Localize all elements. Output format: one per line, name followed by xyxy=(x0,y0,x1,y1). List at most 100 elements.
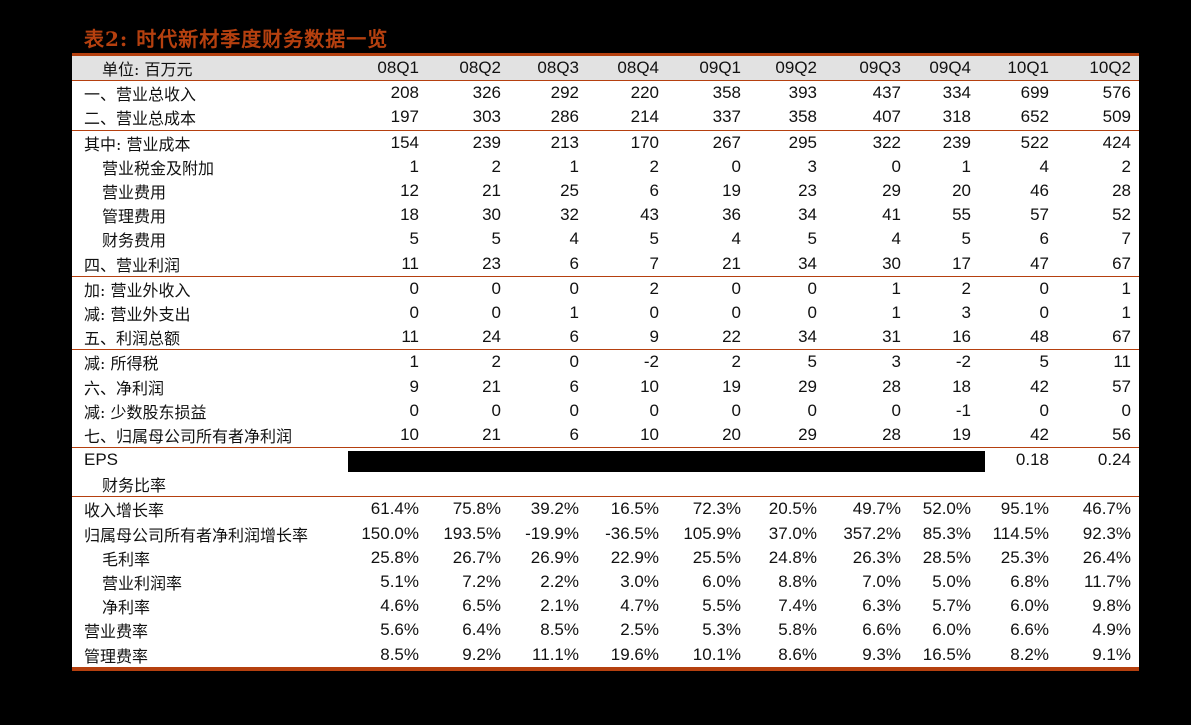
table-cell: 32 xyxy=(560,205,579,225)
table-cell: 19.6% xyxy=(610,644,659,664)
table-cell: 21 xyxy=(722,253,741,273)
table-row: 六、净利润 9 21 6 10 19 29 28 18 42 57 xyxy=(72,374,1139,398)
table-cell: 6.0% xyxy=(932,620,971,640)
table-cell: 239 xyxy=(427,129,509,155)
table-cell: 4 xyxy=(569,229,579,249)
table-cell: 29 xyxy=(798,424,817,444)
table-cell: 46.7% xyxy=(1057,496,1139,522)
table-cell: 0 xyxy=(509,275,587,301)
ratio-section-row: 财务比率 xyxy=(72,472,1139,497)
table-cell: 0 xyxy=(1039,302,1049,322)
row-label: 营业费率 xyxy=(84,622,149,642)
column-header: 09Q4 xyxy=(909,56,979,82)
table-cell: 17 xyxy=(952,253,971,273)
table-cell: 0 xyxy=(649,400,659,420)
income-statement-body: 一、营业总收入 208 326 292 220 358 393 437 334 699 576 二、营… xyxy=(72,81,1139,448)
table-cell: 25.3% xyxy=(1000,547,1049,567)
row-label: 营业利润率 xyxy=(102,574,183,594)
table-cell: 5.0% xyxy=(932,572,971,592)
table-cell: 5 xyxy=(961,229,971,249)
table-cell: 0 xyxy=(1121,400,1131,420)
table-cell: 42 xyxy=(1030,376,1049,396)
table-cell: 16.5% xyxy=(922,644,971,664)
table-cell: -2 xyxy=(587,349,667,375)
table-cell: 424 xyxy=(1057,129,1139,155)
table-row: 五、利润总额 11 24 6 9 22 34 31 16 48 67 xyxy=(72,325,1139,350)
table-cell: 303 xyxy=(472,107,501,127)
table-cell: 6.6% xyxy=(1010,620,1049,640)
table-cell: 0 xyxy=(731,302,741,322)
table-cell: 393 xyxy=(788,83,817,103)
table-cell: 154 xyxy=(348,129,427,155)
eps-label: EPS xyxy=(72,447,348,473)
table-row: 四、营业利润 11 23 6 7 21 34 30 17 47 67 xyxy=(72,252,1139,277)
table-cell: 7.4% xyxy=(778,596,817,616)
table-cell: 19 xyxy=(952,424,971,444)
table-cell: 9.8% xyxy=(1092,596,1131,616)
table-cell: 26.4% xyxy=(1082,547,1131,567)
table-cell: 10.1% xyxy=(692,644,741,664)
header-row: 单位: 百万元 08Q1 08Q2 08Q3 08Q4 09Q1 09Q2 09… xyxy=(72,56,1139,82)
table-cell: 43 xyxy=(640,205,659,225)
table-cell: 292 xyxy=(550,83,579,103)
table-cell: 25.5% xyxy=(692,547,741,567)
table-cell: 75.8% xyxy=(427,496,509,522)
table-cell: 0 xyxy=(427,275,509,301)
table-cell: 29 xyxy=(882,181,901,201)
column-header: 08Q2 xyxy=(427,56,509,82)
empty-cell xyxy=(348,472,1139,497)
table-cell: 0 xyxy=(731,156,741,176)
ratio-body: 收入增长率 61.4% 75.8% 39.2% 16.5% 72.3% 20.5% 49.7%… xyxy=(72,496,1139,667)
table-cell: 5 xyxy=(491,229,501,249)
table-cell: 19 xyxy=(722,376,741,396)
table-cell: 5.7% xyxy=(932,596,971,616)
table-cell: 24 xyxy=(482,327,501,347)
table-cell: 0 xyxy=(891,400,901,420)
table-cell: 437 xyxy=(872,83,901,103)
row-label: 财务费用 xyxy=(102,231,167,251)
row-label: 管理费用 xyxy=(102,207,167,227)
row-label: 归属母公司所有者净利润增长率 xyxy=(84,525,309,545)
row-label: 七、归属母公司所有者净利润 xyxy=(84,426,293,446)
table-cell: 23 xyxy=(798,181,817,201)
table-cell: 334 xyxy=(942,83,971,103)
table-cell: 6 xyxy=(569,424,579,444)
table-cell: 16 xyxy=(952,327,971,347)
table-cell: 10 xyxy=(640,376,659,396)
table-cell: 11.1% xyxy=(532,644,579,664)
row-label: 五、利润总额 xyxy=(84,329,181,349)
table-cell: 6.0% xyxy=(702,572,741,592)
table-cell: -19.9% xyxy=(525,523,579,543)
table-row: 其中: 营业成本 154 239 213 170 267 295 322 239 522 424 xyxy=(72,129,1139,155)
row-label: 营业费用 xyxy=(102,183,167,203)
table-cell: 31 xyxy=(882,327,901,347)
table-row: 营业费用 12 21 25 6 19 23 29 20 46 28 xyxy=(72,179,1139,203)
table-cell: 30 xyxy=(482,205,501,225)
table-cell: 1 xyxy=(348,349,427,375)
eps-row: EPS 0.18 0.24 xyxy=(72,447,1139,473)
row-label: 四、营业利润 xyxy=(84,255,181,275)
table-cell: 4.9% xyxy=(1092,620,1131,640)
row-label: 六、净利润 xyxy=(84,378,165,398)
row-label: 毛利率 xyxy=(102,549,151,569)
row-label: 管理费率 xyxy=(84,646,149,666)
table-cell: 522 xyxy=(979,129,1057,155)
table-cell: 10 xyxy=(400,424,419,444)
table-cell: 699 xyxy=(1020,83,1049,103)
table-cell: 11.7% xyxy=(1084,572,1131,592)
table-cell: 0 xyxy=(667,275,749,301)
table-cell: 28.5% xyxy=(922,547,971,567)
table-cell: 5.1% xyxy=(380,572,419,592)
table-cell: 21 xyxy=(482,376,501,396)
table-cell: 150.0% xyxy=(361,523,419,543)
table-cell: 23 xyxy=(482,253,501,273)
table-cell: 8.2% xyxy=(1010,644,1049,664)
row-label: 减: 少数股东损益 xyxy=(84,402,207,422)
table-cell: 2 xyxy=(909,275,979,301)
ratio-section-label: 财务比率 xyxy=(102,476,167,496)
table-cell: 5 xyxy=(749,349,825,375)
table-cell: 9.1% xyxy=(1092,644,1131,664)
table-cell: 2.1% xyxy=(540,596,579,616)
table-cell: 576 xyxy=(1102,83,1131,103)
table-cell: 4.7% xyxy=(620,596,659,616)
